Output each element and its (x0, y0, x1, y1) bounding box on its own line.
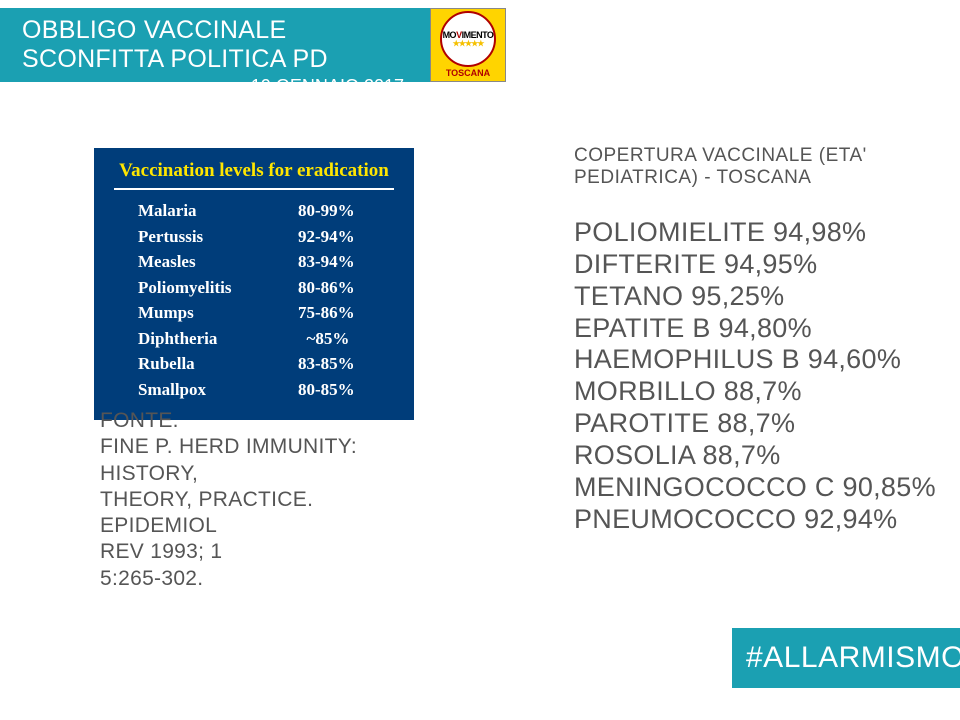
hashtag-text: #ALLARMISMO (746, 641, 960, 675)
source-label: FONTE. (100, 408, 400, 434)
coverage-item: EPATITE B 94,80% (574, 313, 960, 345)
table-row: Rubella83-85% (114, 351, 394, 377)
table-row: Diphtheria ~85% (114, 326, 394, 352)
disease-name: Mumps (138, 300, 298, 326)
disease-pct: 80-86% (298, 275, 355, 301)
disease-name: Malaria (138, 198, 298, 224)
disease-name: Measles (138, 249, 298, 275)
coverage-item: PAROTITE 88,7% (574, 408, 960, 440)
disease-name: Pertussis (138, 224, 298, 250)
coverage-item: TETANO 95,25% (574, 281, 960, 313)
coverage-item: PNEUMOCOCCO 92,94% (574, 504, 960, 536)
table-row: Mumps75-86% (114, 300, 394, 326)
header-title: OBBLIGO VACCINALE SCONFITTA POLITICA PD (22, 16, 412, 74)
table-row: Measles83-94% (114, 249, 394, 275)
coverage-block: COPERTURA VACCINALE (ETA' PEDIATRICA) - … (574, 145, 960, 536)
disease-name: Poliomyelitis (138, 275, 298, 301)
coverage-item: HAEMOPHILUS B 94,60% (574, 344, 960, 376)
logo-box: MOVIMENTO ★★★★★ TOSCANA (430, 8, 506, 82)
header-date: 19 GENNAIO 2017 (22, 76, 412, 97)
coverage-item: ROSOLIA 88,7% (574, 440, 960, 472)
disease-pct: 80-99% (298, 198, 355, 224)
coverage-item: MENINGOCOCCO C 90,85% (574, 472, 960, 504)
coverage-item: MORBILLO 88,7% (574, 376, 960, 408)
disease-pct: 92-94% (298, 224, 355, 250)
disease-pct: 83-94% (298, 249, 355, 275)
table-row: Smallpox80-85% (114, 377, 394, 403)
table-row: Malaria80-99% (114, 198, 394, 224)
coverage-item: DIFTERITE 94,95% (574, 249, 960, 281)
header-bar: OBBLIGO VACCINALE SCONFITTA POLITICA PD … (0, 8, 430, 82)
source-line: FINE P. HERD IMMUNITY: HISTORY, (100, 434, 400, 487)
coverage-item: POLIOMIELITE 94,98% (574, 217, 960, 249)
disease-pct: 80-85% (298, 377, 355, 403)
logo-region: TOSCANA (446, 68, 490, 78)
coverage-title: COPERTURA VACCINALE (ETA' PEDIATRICA) - … (574, 145, 960, 189)
disease-pct: 75-86% (298, 300, 355, 326)
source-citation: FONTE. FINE P. HERD IMMUNITY: HISTORY, T… (100, 408, 400, 592)
table-row: Pertussis92-94% (114, 224, 394, 250)
eradication-title: Vaccination levels for eradication (114, 160, 394, 190)
logo-stars-icon: ★★★★★ (453, 40, 484, 48)
hashtag-box: #ALLARMISMO (732, 628, 960, 688)
disease-pct: 83-85% (298, 351, 355, 377)
source-line: 5:265-302. (100, 566, 400, 592)
eradication-table: Vaccination levels for eradication Malar… (94, 148, 414, 420)
source-line: THEORY, PRACTICE. EPIDEMIOL (100, 487, 400, 540)
disease-name: Rubella (138, 351, 298, 377)
source-line: REV 1993; 1 (100, 539, 400, 565)
disease-name: Diphtheria (138, 326, 298, 352)
table-row: Poliomyelitis80-86% (114, 275, 394, 301)
disease-pct: ~85% (298, 326, 349, 352)
disease-name: Smallpox (138, 377, 298, 403)
logo-circle-icon: MOVIMENTO ★★★★★ (440, 11, 496, 67)
